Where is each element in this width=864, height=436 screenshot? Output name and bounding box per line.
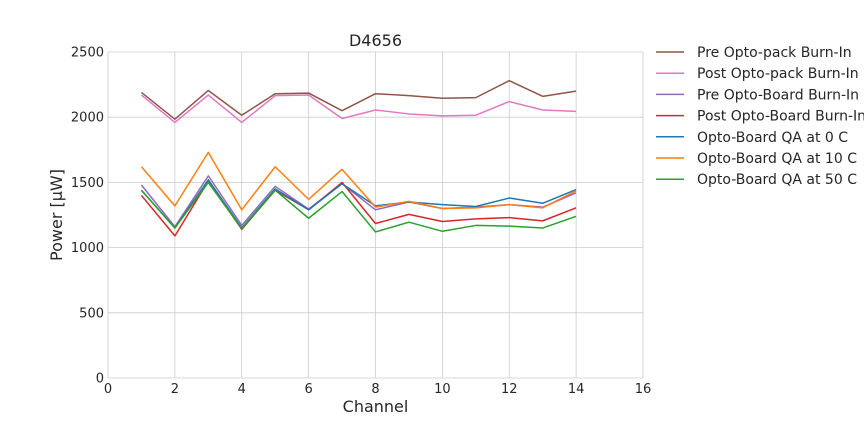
series-line-6 <box>140 181 577 233</box>
x-tick-label: 10 <box>434 382 451 397</box>
grid-lines <box>107 51 644 379</box>
legend-entry-label: Pre Opto-pack Burn-In <box>697 45 852 61</box>
x-tick-label: 14 <box>568 382 585 397</box>
series-line-1 <box>140 94 577 124</box>
legend-entry-label: Opto-Board QA at 0 C <box>697 130 848 146</box>
series-line-5 <box>140 151 577 211</box>
series-lines <box>140 79 577 237</box>
chart-title: D4656 <box>349 31 402 50</box>
x-tick-label: 6 <box>304 382 312 397</box>
x-tick-label: 0 <box>104 382 112 397</box>
y-tick-label: 2500 <box>71 46 104 61</box>
x-tick-label: 8 <box>371 382 379 397</box>
legend-entry-label: Post Opto-Board Burn-In <box>697 109 864 125</box>
x-tick-label: 2 <box>171 382 179 397</box>
x-tick-label: 16 <box>635 382 652 397</box>
y-tick-label: 1000 <box>71 241 104 256</box>
y-tick-label: 2000 <box>71 111 104 126</box>
y-tick-label: 1500 <box>71 176 104 191</box>
y-axis-label: Power [μW] <box>47 169 66 261</box>
x-tick-label: 12 <box>501 382 518 397</box>
series-line-4 <box>140 179 577 229</box>
legend-entry-label: Post Opto-pack Burn-In <box>697 66 859 82</box>
y-tick-label: 500 <box>79 306 104 321</box>
legend-entry-label: Opto-Board QA at 50 C <box>697 172 857 188</box>
tick-labels: 0 2 4 6 8 10 12 14 16 0 500 1000 1500 2000 2500 <box>71 46 651 398</box>
series-line-0 <box>140 79 577 120</box>
legend-entry-label: Opto-Board QA at 10 C <box>697 151 857 167</box>
y-tick-label: 0 <box>96 372 104 387</box>
legend-entry-label: Pre Opto-Board Burn-In <box>697 87 859 103</box>
legend: Pre Opto-pack Burn-In Post Opto-pack Burn… <box>656 45 864 188</box>
x-axis-label: Channel <box>343 397 409 416</box>
x-tick-label: 4 <box>238 382 246 397</box>
